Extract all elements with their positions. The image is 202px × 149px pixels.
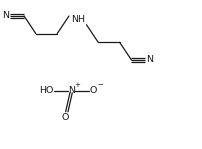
Text: O: O [62, 113, 69, 122]
Text: N: N [2, 11, 9, 20]
Text: +: + [74, 82, 80, 89]
Text: −: − [97, 82, 103, 89]
Text: NH: NH [71, 15, 85, 24]
Text: O: O [90, 86, 97, 95]
Text: HO: HO [39, 86, 53, 95]
Text: N: N [68, 86, 75, 95]
Text: N: N [146, 55, 153, 64]
